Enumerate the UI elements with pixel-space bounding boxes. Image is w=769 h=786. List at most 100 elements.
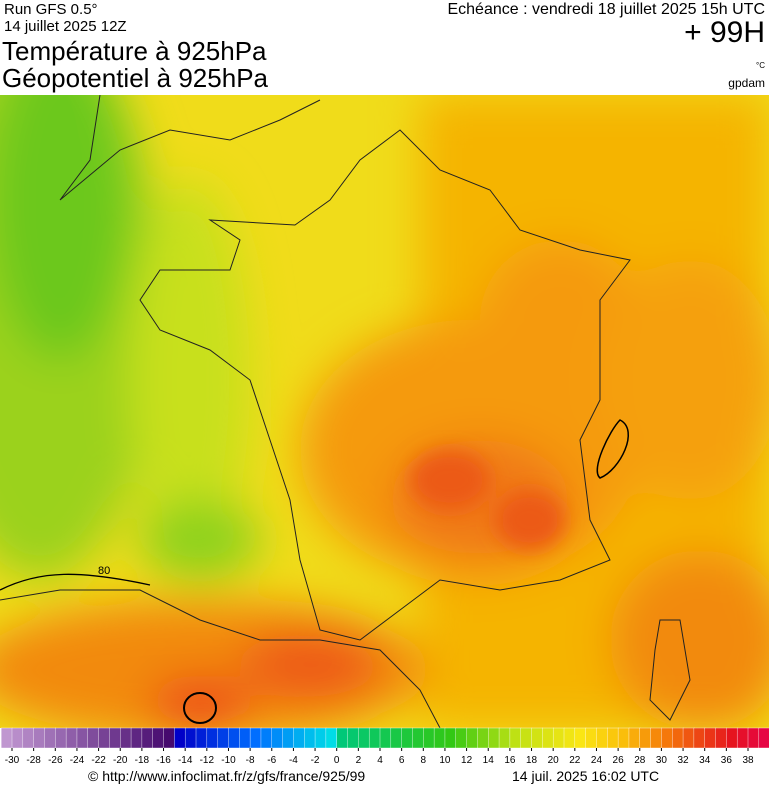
- colorbar-tick-label: 32: [677, 755, 689, 766]
- colorbar-swatch: [358, 727, 370, 749]
- colorbar-swatch: [76, 727, 89, 749]
- colorbar-swatch: [174, 727, 186, 749]
- colorbar-swatch: [477, 727, 489, 749]
- colorbar-swatch: [260, 727, 273, 749]
- colorbar-swatch: [715, 727, 728, 749]
- colorbar-swatch: [314, 727, 327, 749]
- colorbar-swatch: [542, 727, 554, 749]
- colorbar-swatch: [347, 727, 360, 749]
- title-line1: Température à 925hPa: [2, 36, 267, 66]
- colorbar-swatch: [423, 727, 435, 749]
- colorbar-swatch: [130, 727, 143, 749]
- colorbar-swatch: [552, 727, 565, 749]
- colorbar-tick-label: 18: [526, 755, 538, 766]
- colorbar-swatch: [466, 727, 479, 749]
- colorbar-swatch: [704, 727, 717, 749]
- colorbar-swatch: [206, 727, 219, 749]
- colorbar-swatch: [304, 727, 316, 749]
- colorbar-swatch: [520, 727, 533, 749]
- colorbar: -30 -28 -26 -24 -22 -20 -18 -16 -14 -12 -10 -8 -6 -4-…: [0, 727, 769, 766]
- colorbar-swatch: [693, 727, 706, 749]
- colorbar-swatch: [726, 727, 738, 749]
- colorbar-tick-label: 14: [483, 755, 495, 766]
- colorbar-swatch: [639, 727, 652, 749]
- corsica: [649, 619, 691, 721]
- contour-line: [0, 573, 151, 591]
- colorbar-swatch: [682, 727, 695, 749]
- colorbar-swatch: [33, 727, 46, 749]
- colorbar-swatch: [239, 727, 251, 749]
- colorbar-swatch: [498, 727, 511, 749]
- colorbar-tick-label: 22: [569, 755, 581, 766]
- colorbar-tick-label: -2: [311, 755, 320, 766]
- contour-loop: [596, 419, 630, 479]
- source-credit: © http://www.infoclimat.fr/z/gfs/france/…: [88, 768, 365, 784]
- colorbar-swatch: [444, 727, 457, 749]
- colorbar-swatch: [282, 727, 295, 749]
- colorbar-swatch: [617, 727, 630, 749]
- colorbar-swatch: [109, 727, 121, 749]
- colorbar-tick-label: 12: [461, 755, 473, 766]
- colorbar-swatch: [563, 727, 576, 749]
- colorbar-swatch: [44, 727, 56, 749]
- colorbar-swatch: [607, 727, 619, 749]
- colorbar-tick-label: 6: [399, 755, 405, 766]
- colorbar-tick-label: -18: [135, 755, 150, 766]
- unit2-label: gpdam: [728, 76, 765, 90]
- colorbar-swatch: [585, 727, 598, 749]
- colorbar-swatch: [661, 727, 673, 749]
- colorbar-tick-label: 0: [334, 755, 340, 766]
- colorbar-swatch: [672, 727, 684, 749]
- colorbar-swatch: [758, 727, 769, 749]
- colorbar-tick-label: -30: [5, 755, 20, 766]
- colorbar-swatch: [596, 727, 608, 749]
- colorbar-tick-label: 36: [721, 755, 733, 766]
- colorbar-swatch: [184, 727, 197, 749]
- colorbar-swatch: [509, 727, 522, 749]
- colorbar-tick-label: 24: [591, 755, 603, 766]
- colorbar-swatch: [195, 727, 208, 749]
- uk-coast: [59, 95, 321, 201]
- colorbar-swatch: [0, 727, 13, 749]
- colorbar-tick-label: -8: [246, 755, 255, 766]
- colorbar-tick-label: -20: [113, 755, 128, 766]
- colorbar-tick-label: -10: [221, 755, 236, 766]
- colorbar-swatch: [163, 727, 176, 749]
- colorbar-swatch: [55, 727, 67, 749]
- contour-label: 80: [98, 565, 110, 577]
- contour-loop: [183, 692, 217, 724]
- colorbar-swatch: [401, 727, 414, 749]
- colorbar-tick-label: 8: [421, 755, 427, 766]
- colorbar-swatch: [628, 727, 641, 749]
- colorbar-tick-label: 16: [504, 755, 516, 766]
- map: 80: [0, 95, 769, 728]
- colorbar-swatch: [87, 727, 100, 749]
- colorbar-tick-label: -26: [48, 755, 63, 766]
- colorbar-swatch: [293, 727, 305, 749]
- colorbar-swatch: [650, 727, 663, 749]
- colorbar-tick-label: 4: [377, 755, 383, 766]
- unit-label: °C: [756, 61, 765, 70]
- colorbar-swatch: [98, 727, 111, 749]
- title-line2: Géopotentiel à 925hPa: [2, 63, 269, 93]
- colorbar-swatch: [11, 727, 24, 749]
- colorbar-tick-label: 10: [439, 755, 451, 766]
- colorbar-tick-label: 34: [699, 755, 711, 766]
- colorbar-swatch: [368, 727, 381, 749]
- colorbar-tick-label: 20: [548, 755, 560, 766]
- colorbar-tick-label: 2: [356, 755, 362, 766]
- colorbar-swatch: [747, 727, 760, 749]
- france-outline: [139, 129, 631, 641]
- colorbar-tick-label: -6: [267, 755, 276, 766]
- colorbar-tick-label: -22: [91, 755, 106, 766]
- colorbar-swatch: [531, 727, 544, 749]
- colorbar-tick-label: -14: [178, 755, 193, 766]
- spain-coast: [0, 589, 441, 728]
- colorbar-tick-label: -28: [26, 755, 41, 766]
- colorbar-swatch: [336, 727, 349, 749]
- colorbar-tick-label: -16: [156, 755, 171, 766]
- colorbar-swatch: [455, 727, 468, 749]
- colorbar-swatch: [152, 727, 165, 749]
- colorbar-swatch: [120, 727, 132, 749]
